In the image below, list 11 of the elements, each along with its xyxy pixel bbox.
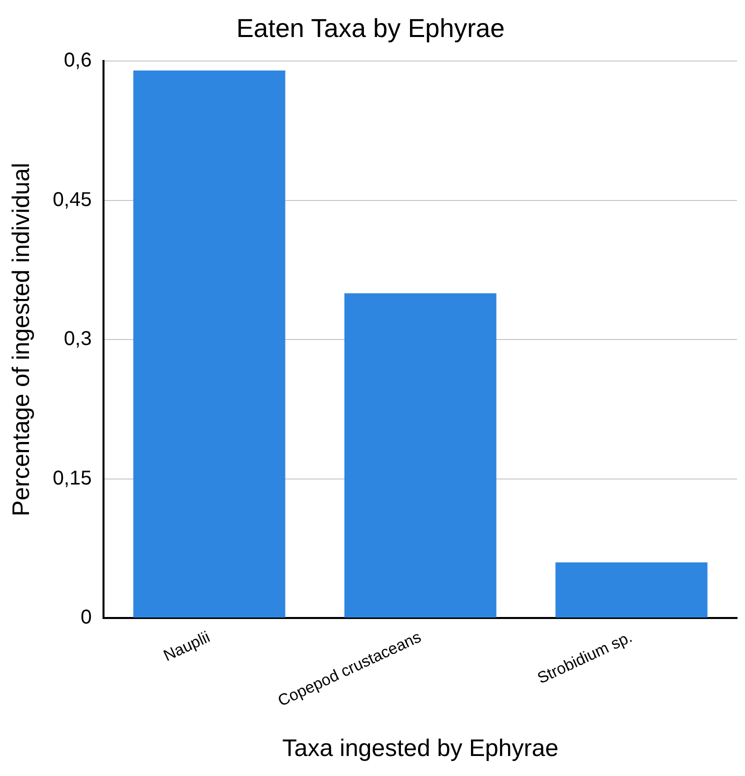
bar bbox=[555, 562, 708, 618]
y-tick-label: 0,45 bbox=[52, 188, 92, 211]
y-tick-label: 0,15 bbox=[52, 467, 92, 490]
chart-title: Eaten Taxa by Ephyrae bbox=[236, 12, 505, 43]
x-axis-title: Taxa ingested by Ephyrae bbox=[282, 735, 558, 762]
bar bbox=[133, 70, 286, 618]
bar bbox=[344, 293, 496, 618]
y-axis-title: Percentage of ingested individual bbox=[8, 162, 36, 516]
y-tick-label: 0,3 bbox=[64, 328, 92, 350]
y-tick-label: 0,6 bbox=[64, 50, 92, 72]
y-tick-label: 0 bbox=[80, 606, 92, 629]
